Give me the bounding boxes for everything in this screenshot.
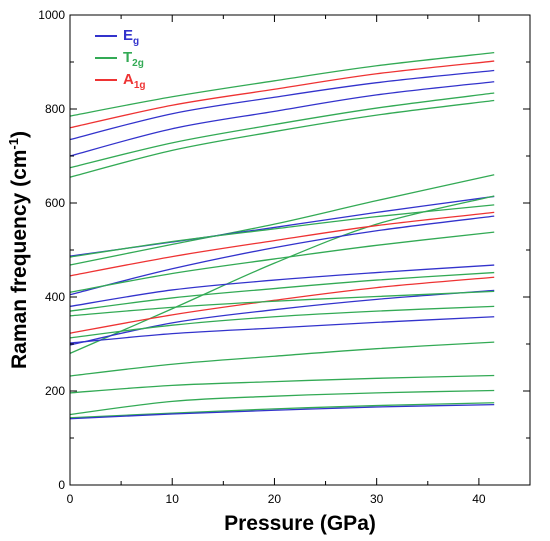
series-line-a1g-2 [69,60,495,129]
series-line-t2g-15 [69,271,495,312]
y-tick-label: 600 [45,196,65,210]
x-tick-label: 30 [370,492,384,506]
legend-label-a1g: A1g [123,71,146,91]
series-line-eg-14 [69,264,495,308]
series-lines [69,51,495,420]
x-tick-label: 0 [67,492,74,506]
series-line-t2g-21 [69,341,495,377]
series-line-eg-4 [69,81,495,157]
series-line-t2g-6 [69,99,495,178]
series-line-eg-12 [69,215,495,296]
series-line-eg-25 [69,403,495,420]
x-axis-title: Pressure (GPa) [224,512,376,535]
y-tick-label: 800 [45,102,65,116]
series-line-t2g-7 [69,174,495,266]
series-line-t2g-9 [69,204,495,258]
y-tick-label: 1000 [38,8,65,22]
series-line-eg-3 [69,69,495,141]
series-line-t2g-18 [69,290,495,317]
series-line-t2g-10 [69,195,495,354]
series-line-t2g-22 [69,374,495,394]
series-line-eg-20 [69,316,495,344]
series-line-t2g-1 [69,51,495,117]
legend-label-eg: Eg [123,27,139,47]
series-line-t2g-19 [69,305,495,339]
series-line-t2g-13 [69,231,495,293]
x-tick-label: 10 [166,492,180,506]
x-tick-label: 40 [472,492,486,506]
series-line-a1g-11 [69,211,495,277]
y-tick-label: 200 [45,384,65,398]
legend-label-t2g: T2g [123,49,144,69]
series-line-t2g-5 [69,92,495,169]
series-line-t2g-24 [69,402,495,419]
series-line-t2g-23 [69,389,495,416]
x-tick-label: 20 [268,492,282,506]
y-tick-label: 400 [45,290,65,304]
series-line-a1g-16 [69,276,495,334]
y-tick-label: 0 [58,478,65,492]
y-axis-title: Raman frequency (cm-1) [6,131,31,369]
